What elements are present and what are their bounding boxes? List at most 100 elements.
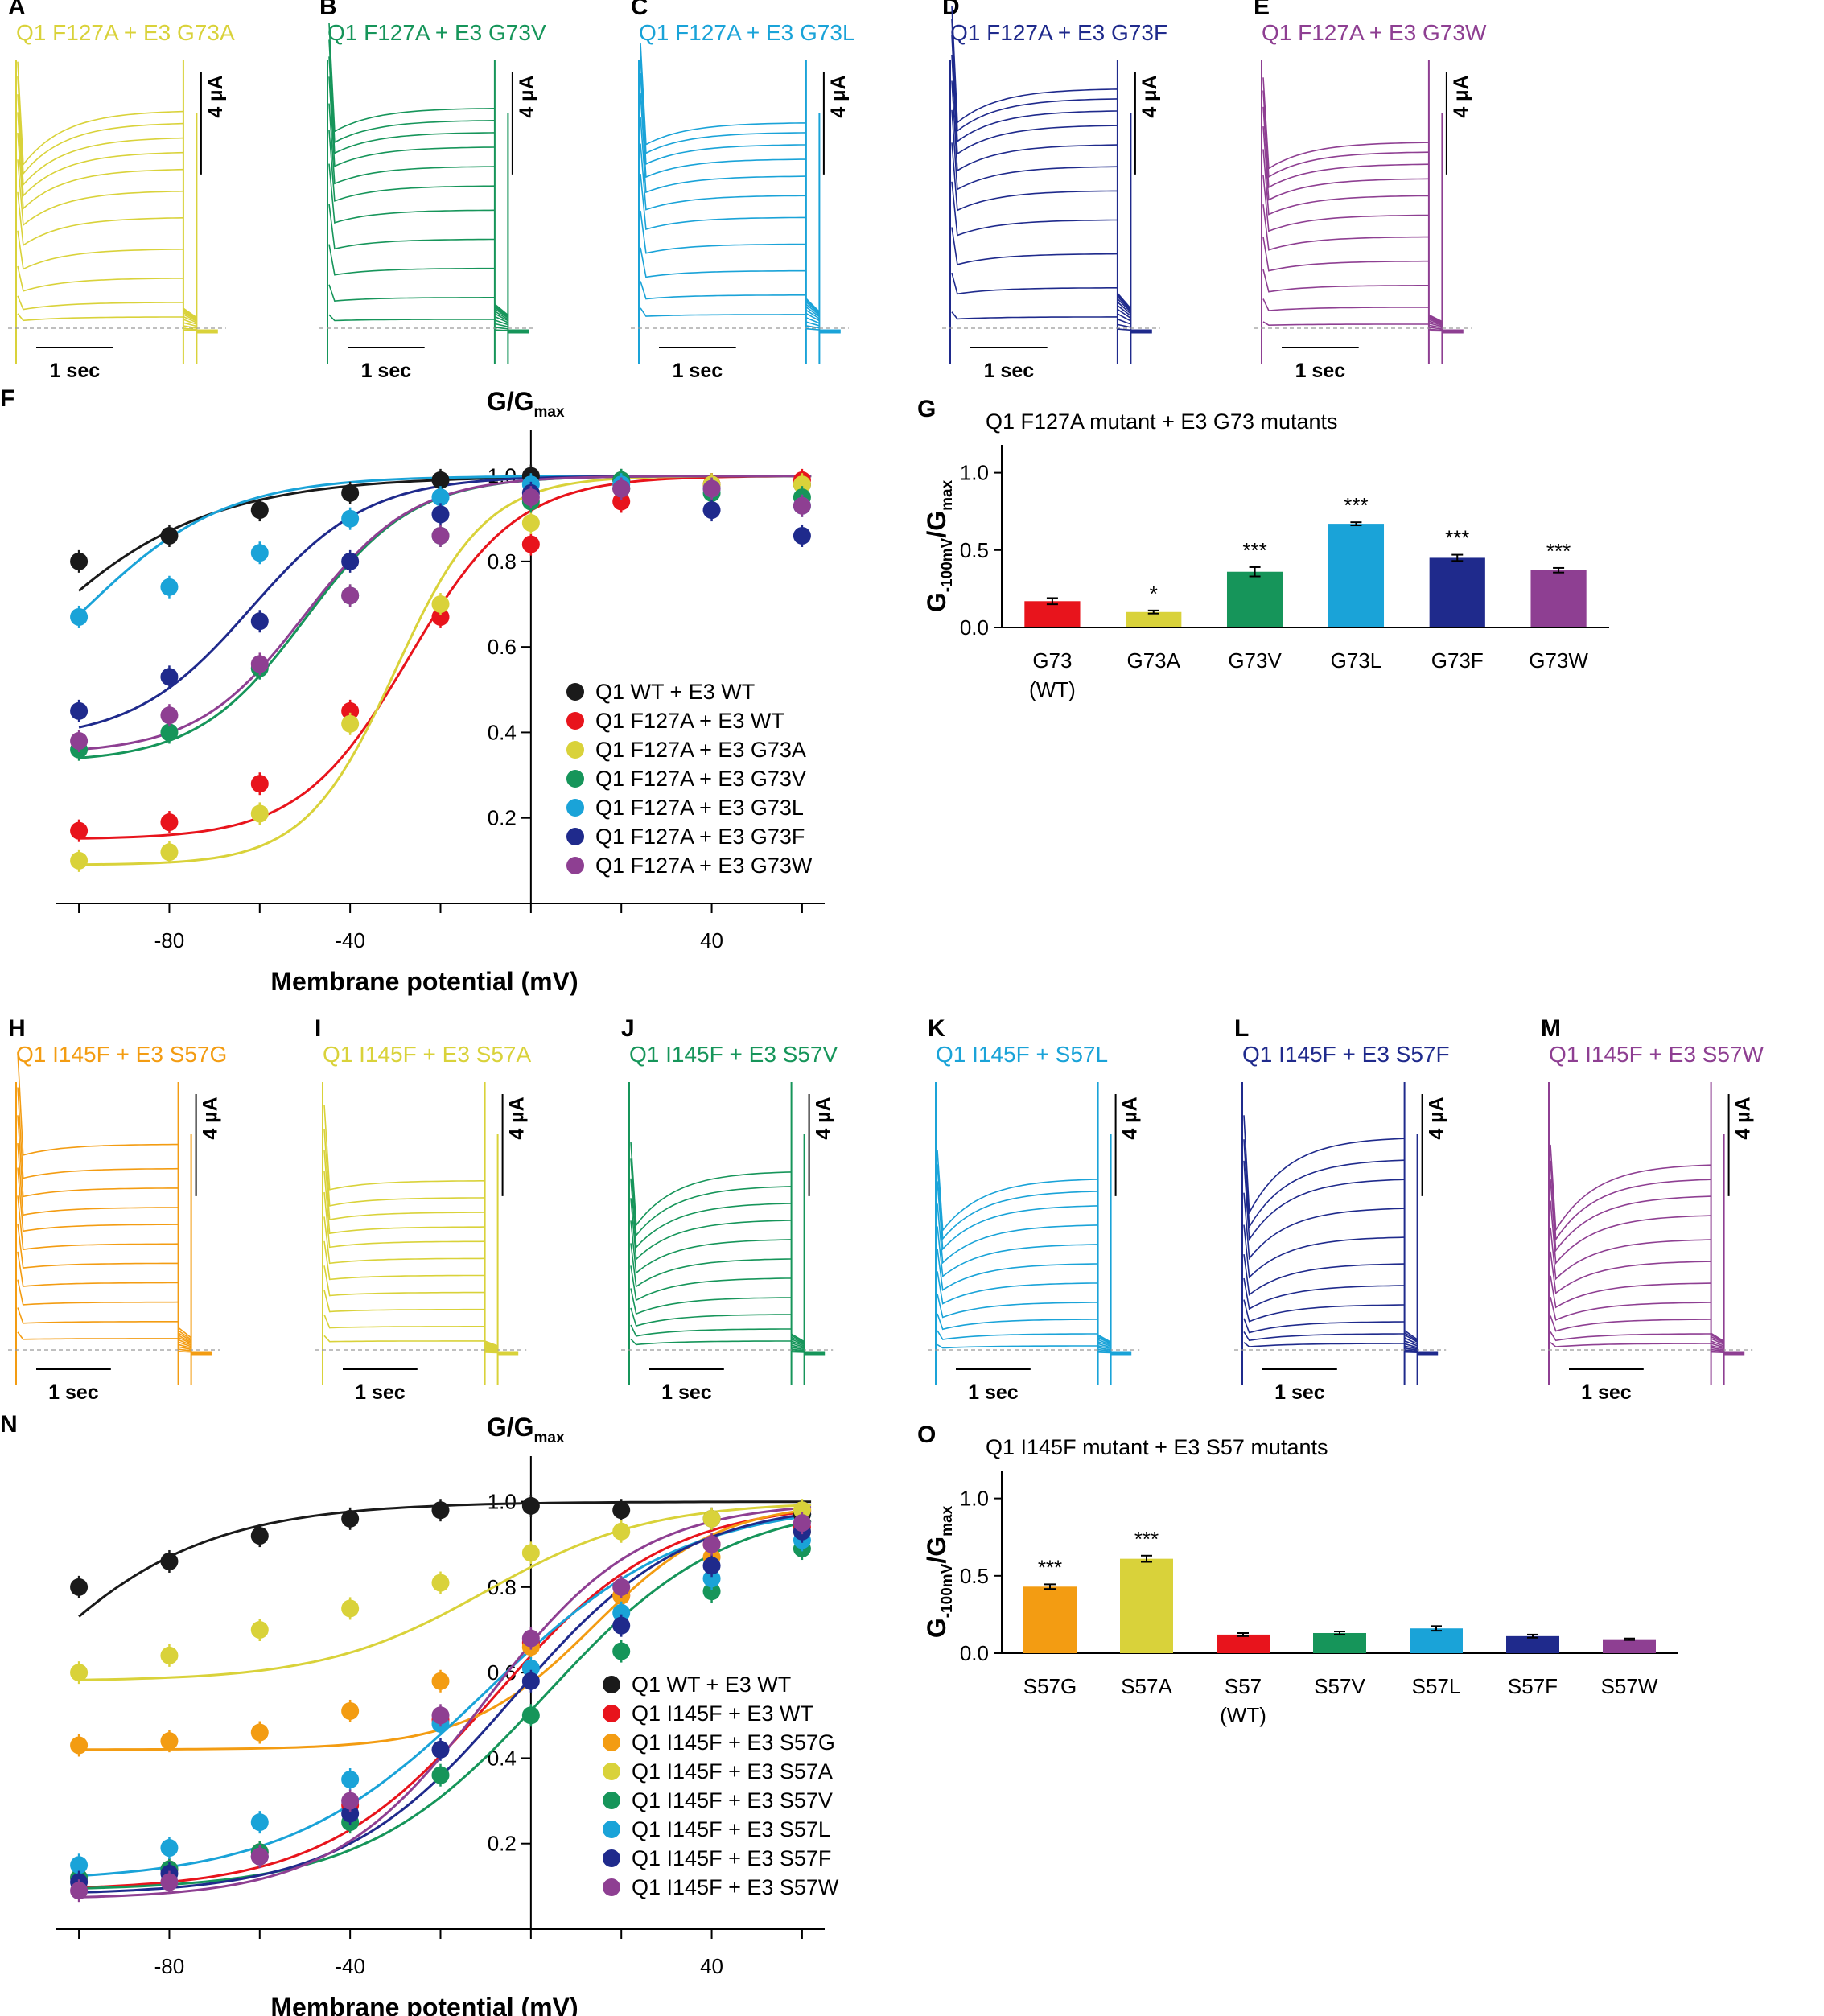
legend-marker (566, 683, 584, 701)
trace-title: Q1 F127A + E3 G73F (950, 20, 1167, 45)
legend-marker (566, 770, 584, 788)
data-point (521, 1659, 540, 1677)
panel-label: G (917, 396, 936, 422)
tail-current (1117, 313, 1131, 322)
tail-current (494, 305, 508, 317)
data-point (702, 501, 721, 520)
x-tick-label: 40 (700, 928, 723, 952)
y-tick-label: 0.0 (960, 615, 989, 640)
data-point (70, 701, 89, 720)
trace-title: Q1 F127A + E3 G73L (639, 20, 855, 45)
current-trace (640, 43, 806, 146)
current-trace (17, 1331, 179, 1340)
tail-current (1117, 301, 1131, 315)
data-point (160, 1646, 179, 1664)
legend-label: Q1 WT + E3 WT (595, 680, 755, 704)
time-scale-label: 1 sec (661, 1381, 712, 1404)
current-trace (17, 1115, 179, 1198)
data-point (431, 526, 450, 545)
current-trace (1262, 126, 1429, 201)
tail-current (791, 1348, 805, 1352)
tail-current (494, 308, 508, 319)
tail-current (805, 325, 820, 329)
tail-current (178, 1336, 191, 1344)
legend-marker (566, 741, 584, 759)
data-point (612, 1616, 631, 1635)
current-trace (630, 1324, 792, 1337)
current-trace (1262, 149, 1429, 216)
legend-marker (603, 1821, 620, 1838)
current-trace (17, 159, 183, 227)
tail-current (1097, 1339, 1111, 1346)
tail-current (178, 1343, 191, 1349)
data-point (341, 552, 360, 570)
tail-current (178, 1327, 192, 1339)
time-scale-label: 1 sec (1581, 1381, 1632, 1404)
category-label: S57A (1121, 1674, 1172, 1698)
time-scale-label: 1 sec (673, 360, 723, 382)
current-trace (640, 281, 806, 300)
time-scale-label: 1 sec (1295, 360, 1346, 382)
current-trace (1262, 321, 1429, 327)
current-trace (1243, 1253, 1405, 1296)
trace-panel-D: DQ1 F127A + E3 G73F 4 µA 1 sec (942, 0, 1167, 382)
tail-current (791, 1338, 805, 1346)
y-tick-label: 1.0 (960, 1487, 989, 1511)
current-trace (328, 130, 495, 202)
bar (1313, 1632, 1366, 1653)
category-label: S57W (1601, 1674, 1658, 1698)
data-point (431, 1766, 450, 1784)
current-trace (1243, 1224, 1405, 1279)
tail-current (484, 1347, 498, 1351)
current-trace (1262, 298, 1429, 311)
data-point (250, 501, 269, 520)
data-point (521, 1706, 540, 1725)
fit-curve (79, 1504, 812, 1681)
data-point (341, 1599, 360, 1618)
tail-current (1404, 1330, 1418, 1340)
bar (1226, 571, 1283, 627)
time-scale-label: 1 sec (50, 360, 101, 382)
tail-current (1428, 319, 1443, 325)
current-trace (951, 142, 1118, 212)
current-trace (328, 314, 495, 322)
tail-current (183, 310, 197, 320)
current-trace (17, 1195, 179, 1251)
legend-marker (603, 1792, 620, 1809)
current-trace (951, 35, 1118, 143)
current-trace (328, 103, 495, 185)
data-point (250, 1621, 269, 1639)
tail-current (1711, 1347, 1724, 1351)
data-point (160, 1839, 179, 1858)
tail-current (1711, 1332, 1725, 1342)
bar (1217, 1634, 1270, 1653)
tail-current (1428, 317, 1443, 324)
current-trace (951, 80, 1118, 172)
current-trace (951, 311, 1118, 320)
tail-current (1711, 1335, 1724, 1344)
tail-current (805, 299, 820, 314)
data-point (521, 1629, 540, 1648)
current-trace (17, 1167, 179, 1232)
tail-current (805, 309, 820, 319)
tail-current (1428, 322, 1443, 327)
tail-current (805, 312, 820, 322)
category-label: S57 (1225, 1674, 1262, 1698)
current-trace (1262, 106, 1429, 189)
tail-current (183, 319, 197, 325)
data-point (70, 1882, 89, 1900)
trace-title: Q1 I145F + E3 S57W (1549, 1042, 1764, 1067)
data-point (431, 1706, 450, 1725)
tail-current (178, 1341, 191, 1347)
y-axis-label: G/Gmax (487, 387, 565, 421)
trace-panel-I: IQ1 I145F + E3 S57A 4 µA 1 sec (315, 1015, 531, 1404)
tail-current (1428, 328, 1443, 331)
data-point (612, 492, 631, 511)
data-point (521, 535, 540, 553)
tail-current (1097, 1345, 1111, 1350)
data-point (521, 1672, 540, 1690)
tail-current (494, 319, 508, 326)
data-point (341, 509, 360, 528)
current-trace (937, 1271, 1098, 1305)
tail-current (1097, 1343, 1111, 1348)
